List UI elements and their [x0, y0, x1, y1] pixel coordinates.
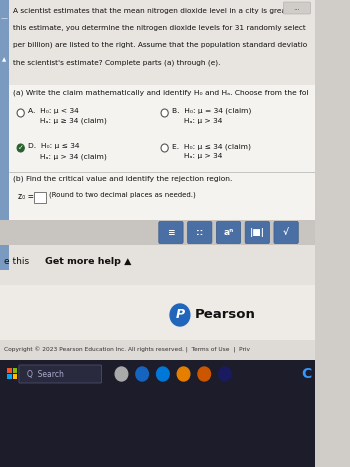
- Text: Hₐ: μ ≥ 34 (claim): Hₐ: μ ≥ 34 (claim): [28, 118, 107, 125]
- Circle shape: [136, 367, 148, 381]
- FancyBboxPatch shape: [0, 85, 315, 270]
- FancyBboxPatch shape: [0, 340, 315, 360]
- Text: this estimate, you determine the nitrogen dioxide levels for 31 randomly select: this estimate, you determine the nitroge…: [13, 25, 305, 31]
- Text: ▲: ▲: [2, 57, 7, 63]
- Text: aⁿ: aⁿ: [223, 228, 234, 237]
- FancyBboxPatch shape: [216, 221, 241, 243]
- Text: ✓: ✓: [18, 145, 24, 151]
- FancyBboxPatch shape: [0, 285, 315, 340]
- Circle shape: [115, 367, 128, 381]
- Circle shape: [156, 367, 169, 381]
- FancyBboxPatch shape: [0, 245, 315, 285]
- Text: B.  H₀: μ = 34 (claim): B. H₀: μ = 34 (claim): [172, 108, 251, 114]
- FancyBboxPatch shape: [13, 368, 17, 373]
- Text: C: C: [301, 367, 311, 381]
- Text: e this: e this: [5, 257, 30, 267]
- Text: z₀ =: z₀ =: [18, 192, 34, 201]
- Text: Hₐ: μ > 34 (claim): Hₐ: μ > 34 (claim): [28, 153, 107, 160]
- Text: A scientist estimates that the mean nitrogen dioxide level in a city is greater : A scientist estimates that the mean nitr…: [13, 8, 306, 14]
- Text: A.  H₀: μ < 34: A. H₀: μ < 34: [28, 108, 79, 114]
- Text: Q  Search: Q Search: [27, 369, 64, 378]
- FancyBboxPatch shape: [159, 221, 183, 243]
- FancyBboxPatch shape: [0, 220, 315, 245]
- FancyBboxPatch shape: [188, 221, 212, 243]
- Text: Hₐ: μ > 34: Hₐ: μ > 34: [172, 153, 222, 159]
- Circle shape: [17, 109, 24, 117]
- FancyBboxPatch shape: [34, 191, 46, 203]
- Text: ≡: ≡: [167, 228, 175, 237]
- Circle shape: [161, 144, 168, 152]
- FancyBboxPatch shape: [274, 221, 298, 243]
- Circle shape: [161, 109, 168, 117]
- Text: ::: ::: [196, 228, 203, 237]
- Text: |■|: |■|: [250, 228, 265, 237]
- Text: per billion) are listed to the right. Assume that the population standard deviat: per billion) are listed to the right. As…: [13, 42, 307, 49]
- FancyBboxPatch shape: [284, 2, 310, 14]
- Circle shape: [219, 367, 231, 381]
- FancyBboxPatch shape: [7, 374, 12, 379]
- Circle shape: [170, 304, 190, 326]
- FancyBboxPatch shape: [0, 0, 9, 85]
- Text: √: √: [283, 228, 289, 237]
- Text: ...: ...: [294, 5, 300, 11]
- FancyBboxPatch shape: [19, 365, 102, 383]
- Text: Get more help ▲: Get more help ▲: [45, 257, 131, 267]
- Circle shape: [177, 367, 190, 381]
- Circle shape: [17, 144, 24, 152]
- Text: (Round to two decimal places as needed.): (Round to two decimal places as needed.): [49, 192, 195, 198]
- FancyBboxPatch shape: [7, 368, 12, 373]
- FancyBboxPatch shape: [0, 360, 315, 467]
- Text: the scientist's estimate? Complete parts (a) through (e).: the scientist's estimate? Complete parts…: [13, 59, 220, 65]
- FancyBboxPatch shape: [0, 0, 315, 85]
- FancyBboxPatch shape: [245, 221, 270, 243]
- Text: —: —: [1, 15, 8, 21]
- FancyBboxPatch shape: [13, 374, 17, 379]
- FancyBboxPatch shape: [0, 85, 9, 270]
- Text: P: P: [175, 309, 184, 321]
- Text: E.  H₀: μ ≤ 34 (claim): E. H₀: μ ≤ 34 (claim): [172, 143, 251, 149]
- Text: (b) Find the critical value and identify the rejection region.: (b) Find the critical value and identify…: [13, 175, 232, 182]
- Text: Hₐ: μ > 34: Hₐ: μ > 34: [172, 118, 222, 124]
- Text: D.  H₀: μ ≤ 34: D. H₀: μ ≤ 34: [28, 143, 79, 149]
- Text: Copyright © 2023 Pearson Education Inc. All rights reserved. |  Terms of Use  | : Copyright © 2023 Pearson Education Inc. …: [5, 347, 251, 353]
- Circle shape: [198, 367, 211, 381]
- Text: (a) Write the claim mathematically and identify H₀ and Hₐ. Choose from the fol: (a) Write the claim mathematically and i…: [13, 90, 308, 97]
- Text: Pearson: Pearson: [194, 309, 255, 321]
